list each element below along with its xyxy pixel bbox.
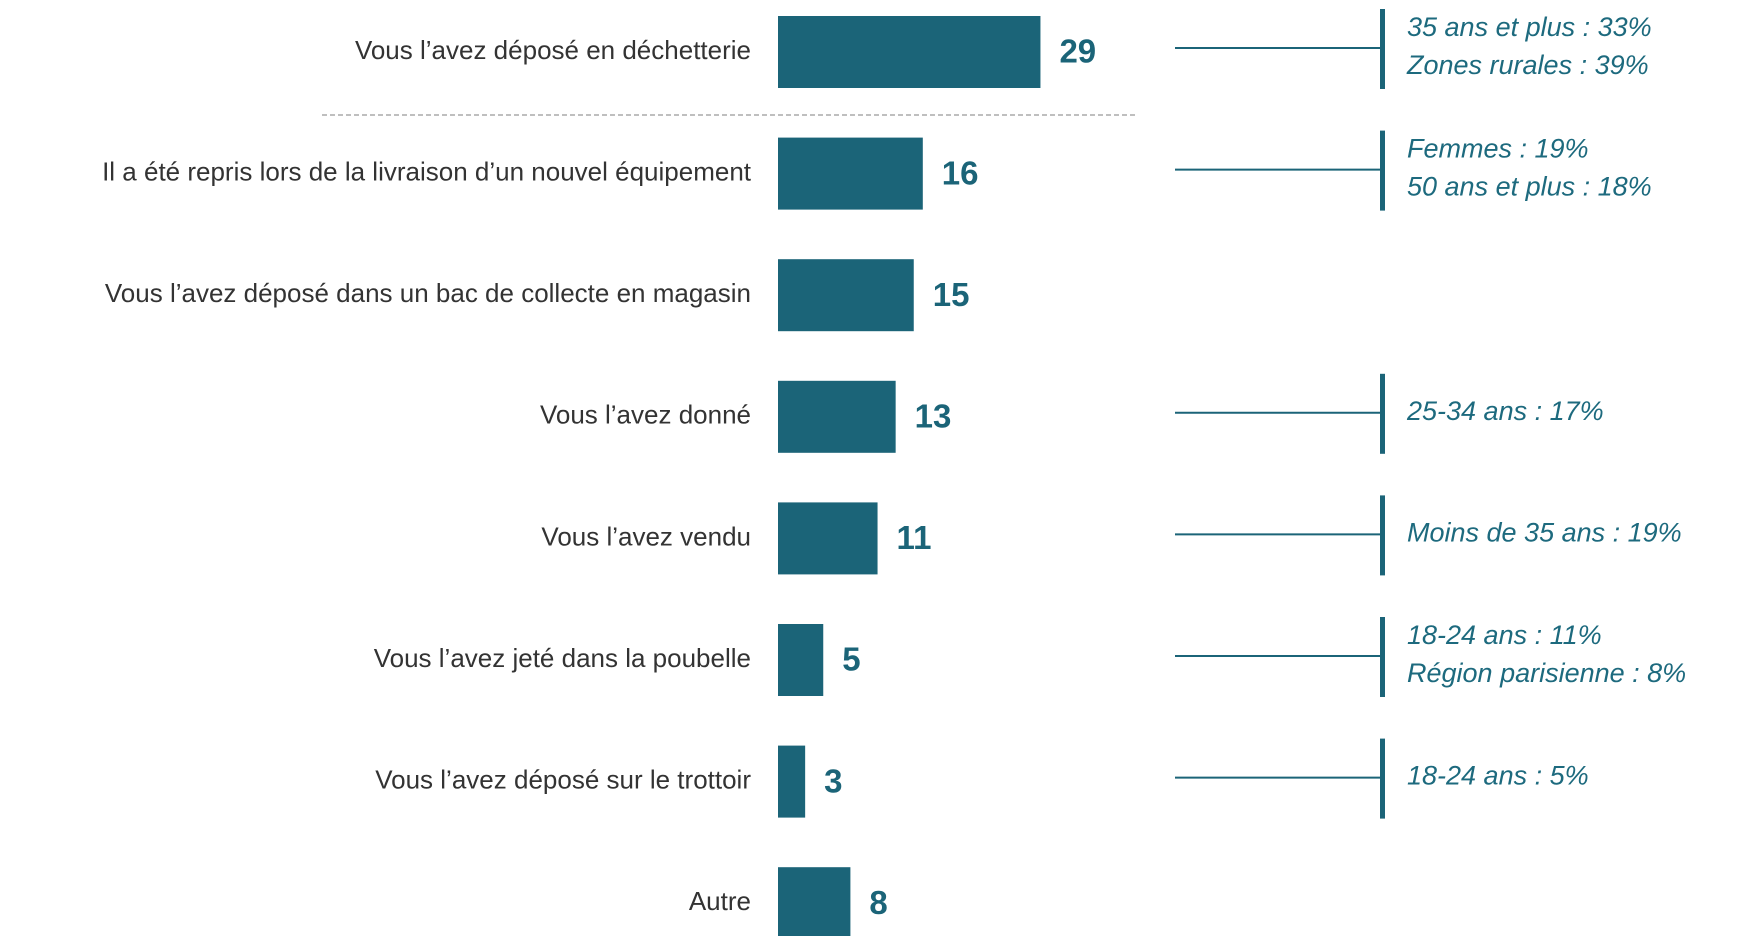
bar [778,624,824,696]
bar [778,380,896,453]
bar [778,745,806,818]
annotation-bar [1380,617,1385,697]
value-label: 13 [915,398,952,435]
bar [778,16,1041,88]
annotation: 25-34 ans : 17% [1406,396,1604,426]
bar [778,502,878,575]
category-label: Vous l’avez donné [540,400,751,430]
category-label: Vous l’avez vendu [541,521,751,551]
annotation-bar [1380,495,1385,576]
annotation: 18-24 ans : 11% [1407,620,1602,650]
annotation: 50 ans et plus : 18% [1407,172,1652,202]
annotation: 35 ans et plus : 33% [1407,12,1652,42]
bar [778,259,914,332]
category-label: Vous l’avez déposé en déchetterie [355,35,751,65]
value-label: 5 [842,641,860,678]
annotation: Région parisienne : 8% [1407,658,1686,688]
annotation-bar [1380,373,1385,454]
value-label: 8 [869,884,887,921]
annotation: Zones rurales : 39% [1406,50,1649,80]
bar [778,867,851,936]
value-label: 11 [897,519,932,556]
category-label: Vous l’avez déposé sur le trottoir [375,764,751,794]
category-label: Autre [689,886,751,916]
value-label: 16 [942,154,979,191]
category-label: Vous l’avez déposé dans un bac de collec… [105,278,751,308]
category-label: Il a été repris lors de la livraison d’u… [102,156,752,186]
annotation: Moins de 35 ans : 19% [1407,518,1682,548]
bar [778,137,923,210]
value-label: 3 [824,762,842,799]
category-label: Vous l’avez jeté dans la poubelle [374,643,751,673]
annotation-bar [1380,130,1385,211]
annotation-bar [1380,9,1385,89]
annotation: Femmes : 19% [1407,134,1589,164]
value-label: 15 [933,276,970,313]
annotation: 18-24 ans : 5% [1407,761,1589,791]
annotation-bar [1380,738,1385,819]
value-label: 29 [1059,33,1096,70]
